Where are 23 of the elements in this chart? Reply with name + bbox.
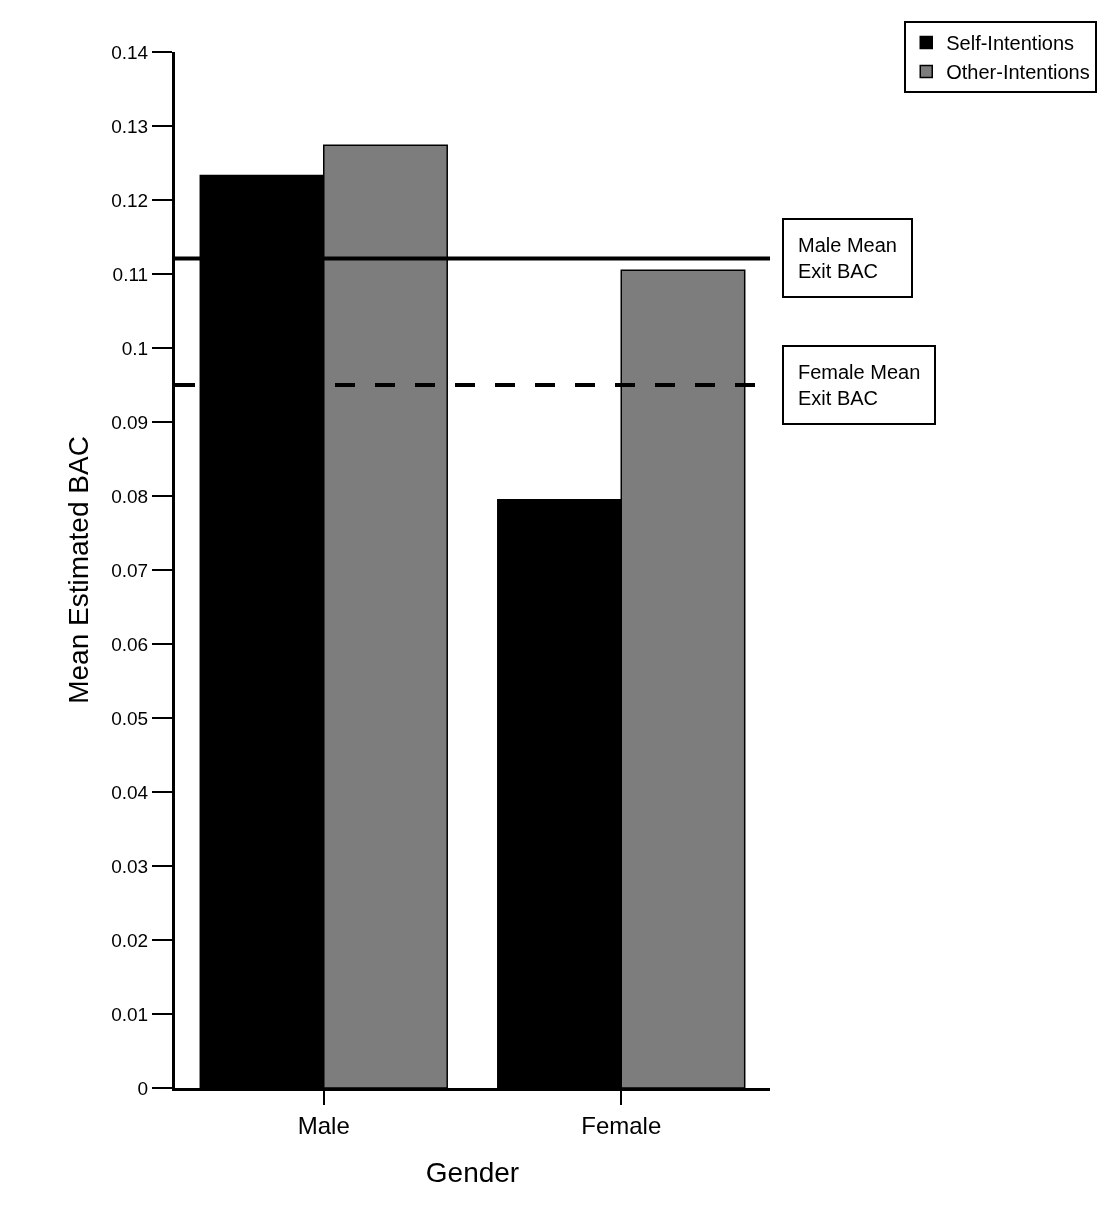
y-tick-label: 0.01 bbox=[111, 1003, 149, 1025]
y-axis-title: Mean Estimated BAC bbox=[62, 436, 94, 704]
x-tick-label: Male bbox=[297, 1111, 350, 1139]
legend-label: Other-Intentions bbox=[946, 61, 1090, 84]
ref-line-label: Male Mean Exit BAC bbox=[798, 234, 897, 282]
y-tick-label: 0.02 bbox=[111, 929, 149, 951]
y-tick-label: 0.14 bbox=[111, 41, 149, 63]
y-tick-label: 0.13 bbox=[111, 115, 149, 137]
ref-line-label: Female Mean Exit BAC bbox=[798, 361, 921, 409]
y-tick-label: 0.11 bbox=[112, 263, 149, 285]
y-tick-label: 0.09 bbox=[111, 411, 149, 433]
y-tick-label: 0.05 bbox=[111, 707, 149, 729]
y-tick-label: 0.08 bbox=[111, 485, 149, 507]
y-tick-label: 0.06 bbox=[111, 633, 149, 655]
y-tick-label: 0.1 bbox=[121, 337, 149, 359]
legend-label: Self-Intentions bbox=[946, 32, 1075, 55]
x-tick-label: Female bbox=[581, 1111, 662, 1139]
y-tick-label: 0.03 bbox=[111, 855, 149, 877]
y-tick-label: 0.04 bbox=[111, 781, 149, 803]
y-tick-label: 0.12 bbox=[111, 189, 149, 211]
y-tick-label: 0.07 bbox=[111, 559, 149, 581]
x-axis-title: Gender bbox=[425, 1156, 520, 1188]
y-tick-label: 0 bbox=[137, 1077, 149, 1099]
